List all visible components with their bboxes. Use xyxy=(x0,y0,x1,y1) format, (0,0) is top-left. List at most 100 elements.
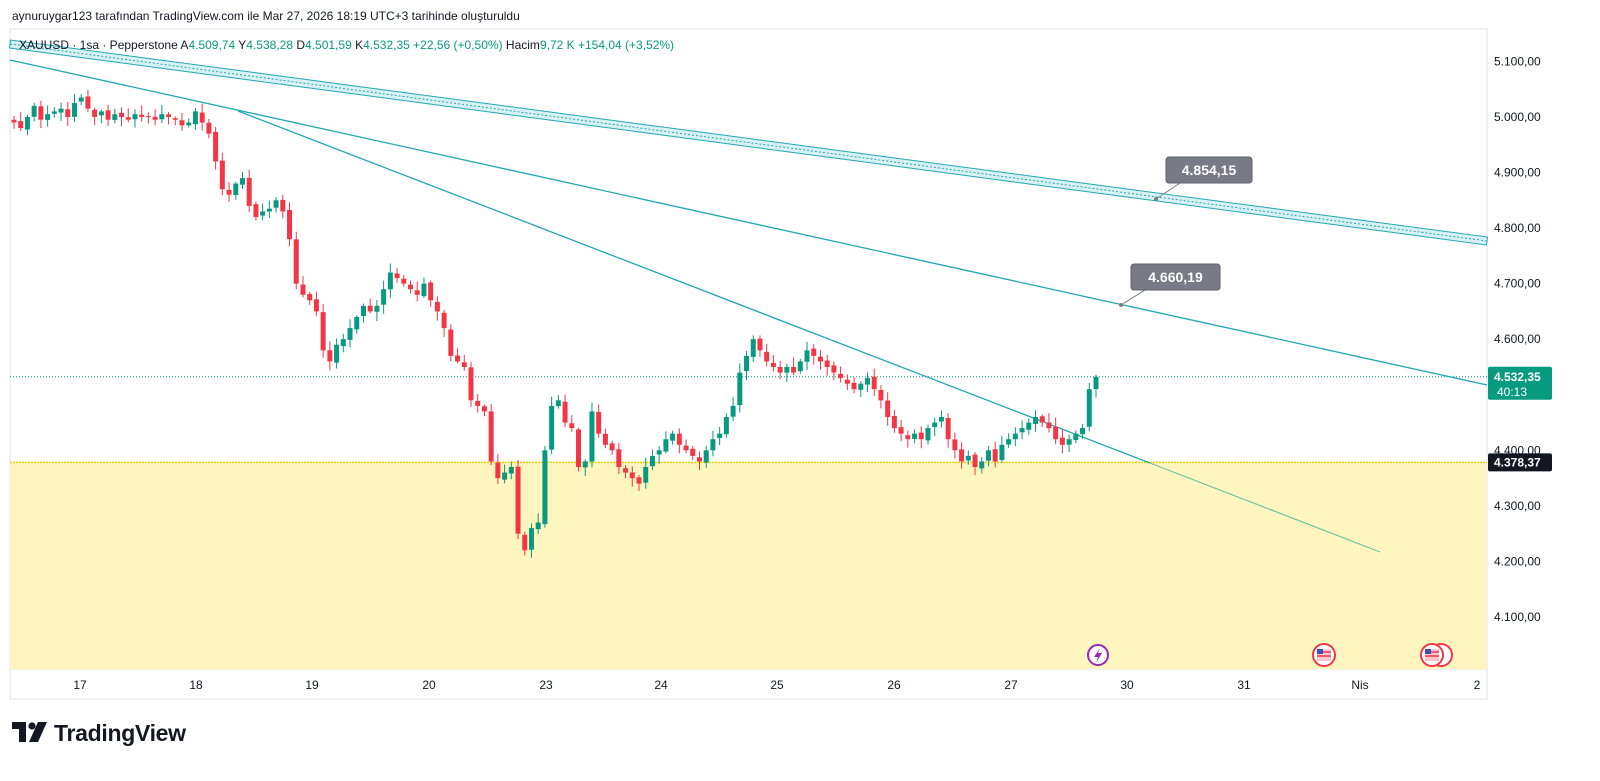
candle-down xyxy=(918,432,924,440)
candle-up xyxy=(233,183,239,196)
candle-up xyxy=(347,328,353,340)
candle-down xyxy=(401,278,407,284)
callout-leader xyxy=(1155,182,1181,200)
time-tick-label: 19 xyxy=(305,678,319,692)
candle-up xyxy=(965,455,971,461)
candle-down xyxy=(246,177,252,206)
callout-leader xyxy=(1120,289,1146,306)
time-tick-label: 25 xyxy=(770,678,784,692)
callout-box xyxy=(1165,156,1253,184)
us-flag-event-icon[interactable] xyxy=(1420,643,1453,667)
candle-up xyxy=(938,416,944,422)
candle-down xyxy=(139,114,145,117)
candle-down xyxy=(152,116,158,120)
candle-up xyxy=(797,361,803,372)
price-tick-label: 5.100,00 xyxy=(1494,54,1541,68)
candle-down xyxy=(18,121,24,129)
candle-up xyxy=(334,344,340,363)
candle-down xyxy=(777,366,783,373)
tradingview-logo[interactable]: TradingView xyxy=(12,720,186,746)
candle-down xyxy=(448,329,454,356)
candle-down xyxy=(105,110,111,120)
candle-down xyxy=(764,351,770,362)
candle-up xyxy=(1019,428,1025,433)
candle-up xyxy=(31,105,37,117)
candle-down xyxy=(576,429,582,467)
price-tick-label: 4.700,00 xyxy=(1494,277,1541,291)
candle-up xyxy=(925,428,931,441)
candle-up xyxy=(260,211,266,216)
candle-down xyxy=(878,389,884,401)
candle-up xyxy=(985,450,991,461)
candle-up xyxy=(1093,376,1099,390)
candle-down xyxy=(125,117,131,120)
candle-up xyxy=(186,122,192,126)
candle-up xyxy=(912,433,918,439)
candle-up xyxy=(1012,433,1018,440)
candle-up xyxy=(710,439,716,451)
candle-up xyxy=(535,522,541,530)
candle-up xyxy=(865,378,871,385)
candle-down xyxy=(199,112,205,123)
candle-up xyxy=(239,178,245,185)
candle-up xyxy=(730,405,736,417)
candle-down xyxy=(1046,422,1052,429)
candle-down xyxy=(307,294,313,301)
time-axis[interactable]: 17 18 19 20 23 24 25 26 27 30 31 Nis 2 xyxy=(73,678,1480,692)
candle-down xyxy=(1039,416,1045,423)
middle-trendline xyxy=(9,59,1488,386)
chart-caption: aynuruygar123 tarafından TradingView.com… xyxy=(12,9,520,23)
candle-down xyxy=(481,406,487,412)
candle-down xyxy=(327,350,333,362)
candle-up xyxy=(354,316,360,330)
candle-up xyxy=(717,433,723,438)
candle-up xyxy=(112,114,118,120)
candle-down xyxy=(791,367,797,373)
candle-down xyxy=(280,199,286,212)
candle-down xyxy=(320,312,326,351)
candle-up xyxy=(663,439,669,452)
high-value: 4.538,28 xyxy=(246,38,294,52)
upper-trend-channel-midline xyxy=(9,43,1488,242)
candle-down xyxy=(629,472,635,479)
price-axis[interactable]: 4.100,004.200,004.300,004.400,004.600,00… xyxy=(1488,54,1552,624)
candle-down xyxy=(817,356,823,362)
candle-down xyxy=(885,400,891,417)
callout-anchor xyxy=(1154,197,1158,201)
candle-up xyxy=(374,305,380,312)
time-tick-label: 23 xyxy=(539,678,553,692)
support-level-badge xyxy=(1488,453,1552,472)
candle-down xyxy=(38,106,44,120)
price-tick-label: 4.800,00 xyxy=(1494,221,1541,235)
price-tick-label: 4.600,00 xyxy=(1494,332,1541,346)
symbol-legend[interactable]: XAUUSD · 1sa · Pepperstone A4.509,74 Y4.… xyxy=(19,38,674,52)
candle-up xyxy=(508,466,514,474)
candle-down xyxy=(119,112,125,117)
candle-up xyxy=(643,466,649,483)
candle-down xyxy=(468,367,474,401)
candle-up xyxy=(381,289,387,305)
candle-down xyxy=(636,477,642,484)
candle-down xyxy=(905,435,911,440)
candle-down xyxy=(522,534,528,551)
candle-up xyxy=(387,272,393,290)
candle-up xyxy=(132,114,138,120)
candle-down xyxy=(85,96,91,109)
candle-down xyxy=(811,348,817,356)
news-event-icon[interactable] xyxy=(1087,644,1109,666)
candle-down xyxy=(992,449,998,462)
candle-down xyxy=(300,284,306,295)
candle-up xyxy=(542,450,548,525)
time-tick-label: 20 xyxy=(422,678,436,692)
us-flag-event-icon[interactable] xyxy=(1312,643,1336,667)
candle-down xyxy=(1059,437,1065,445)
candle-down xyxy=(414,290,420,295)
candle-down xyxy=(287,209,293,240)
candle-up xyxy=(804,350,810,362)
candle-up xyxy=(273,200,279,208)
callout-label: 4.660,19 xyxy=(1148,269,1203,285)
candle-up xyxy=(421,283,427,297)
candle-up xyxy=(1006,439,1012,445)
time-tick-label: Nis xyxy=(1351,678,1368,692)
